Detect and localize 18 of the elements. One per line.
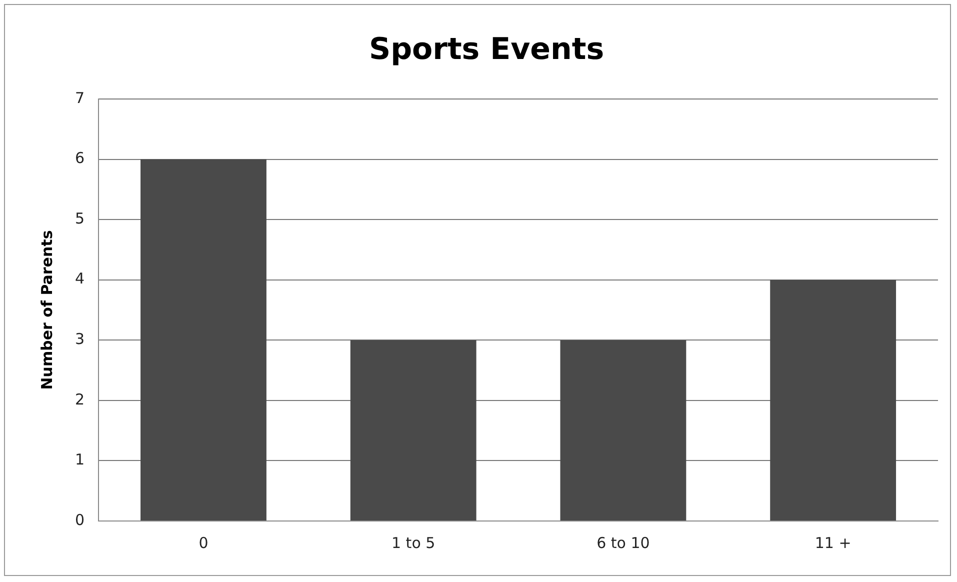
y-tick-label: 2 bbox=[74, 390, 85, 408]
y-tick-label: 3 bbox=[74, 330, 85, 348]
y-tick-label: 0 bbox=[74, 510, 85, 529]
y-tick-label: 6 bbox=[74, 149, 85, 168]
x-tick-label: 11 + bbox=[814, 534, 852, 552]
x-tick-label: 0 bbox=[198, 534, 208, 552]
bar bbox=[770, 280, 896, 520]
y-tick-label: 7 bbox=[74, 88, 85, 107]
bar bbox=[350, 340, 476, 520]
y-tick-label: 4 bbox=[74, 270, 85, 288]
y-axis-title: Number of Parents bbox=[38, 230, 56, 390]
y-tick-label: 5 bbox=[74, 209, 85, 228]
bar bbox=[140, 159, 266, 520]
x-tick-label: 6 to 10 bbox=[596, 534, 650, 552]
y-tick-label: 1 bbox=[74, 450, 85, 469]
chart-title: Sports Events bbox=[368, 32, 604, 67]
x-tick-label: 1 to 5 bbox=[391, 534, 436, 552]
bar bbox=[560, 340, 686, 520]
